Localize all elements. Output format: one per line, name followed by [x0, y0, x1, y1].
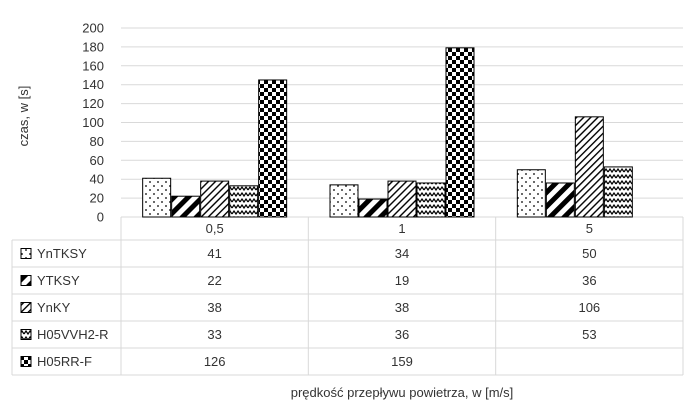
- y-tick-label: 80: [90, 134, 104, 149]
- table-cell-value: 126: [204, 354, 226, 369]
- legend-key: [20, 248, 32, 259]
- y-tick-label: 160: [82, 58, 104, 73]
- legend-key: [20, 356, 32, 367]
- bar: [603, 166, 633, 218]
- bar: [229, 185, 259, 218]
- bar: [416, 182, 446, 218]
- y-tick-label: 200: [82, 21, 104, 36]
- legend-key: [20, 275, 32, 286]
- bar: [200, 180, 230, 218]
- y-tick-label: 0: [97, 210, 104, 225]
- x-axis-label: prędkość przepływu powietrza, w [m/s]: [291, 385, 514, 400]
- bar: [258, 79, 288, 218]
- bar: [574, 116, 604, 218]
- y-axis-ticks: 0 20 40 60 80 100 120 140 160 180 200: [82, 21, 104, 225]
- y-tick-label: 20: [90, 191, 104, 206]
- table-cell-value: 41: [207, 246, 221, 261]
- table-cell-value: 19: [395, 273, 409, 288]
- y-tick-label: 100: [82, 115, 104, 130]
- legend-label: YTKSY: [37, 273, 80, 288]
- table-cell-value: 34: [395, 246, 409, 261]
- legend-key: [20, 302, 32, 313]
- y-tick-label: 180: [82, 39, 104, 54]
- legend-label: H05RR-F: [37, 354, 92, 369]
- bar: [358, 198, 388, 218]
- table-cell-value: 38: [395, 300, 409, 315]
- x-category-label: 1: [398, 221, 405, 236]
- bar: [171, 195, 201, 218]
- legend-label: H05VVH2-R: [37, 327, 109, 342]
- legend-label: YnTKSY: [37, 246, 87, 261]
- bar: [329, 184, 359, 218]
- y-tick-label: 140: [82, 77, 104, 92]
- table-cell-value: 106: [578, 300, 600, 315]
- legend-key: [20, 329, 32, 340]
- bar: [387, 180, 417, 218]
- bars: [142, 47, 633, 218]
- legend-label: YnKY: [37, 300, 71, 315]
- x-category-label: 0,5: [206, 221, 224, 236]
- bar: [445, 47, 475, 218]
- data-table: 0,5 1 5 YnTKSY 41 34 50 YTKSY 22 19 36 YnKY 38 38 106 H…: [11, 217, 684, 376]
- bar: [142, 177, 172, 218]
- table-cell-value: 36: [395, 327, 409, 342]
- bar: [516, 169, 546, 218]
- table-cell-value: 50: [582, 246, 596, 261]
- table-cell-value: 22: [207, 273, 221, 288]
- x-category-label: 5: [586, 221, 593, 236]
- table-cell-value: 159: [391, 354, 413, 369]
- y-tick-label: 120: [82, 96, 104, 111]
- y-axis-label: czas, w [s]: [16, 86, 31, 147]
- bar: [545, 182, 575, 218]
- table-cell-value: 33: [207, 327, 221, 342]
- table-cell-value: 38: [207, 300, 221, 315]
- y-tick-label: 40: [90, 172, 104, 187]
- table-cell-value: 53: [582, 327, 596, 342]
- y-tick-label: 60: [90, 153, 104, 168]
- table-cell-value: 36: [582, 273, 596, 288]
